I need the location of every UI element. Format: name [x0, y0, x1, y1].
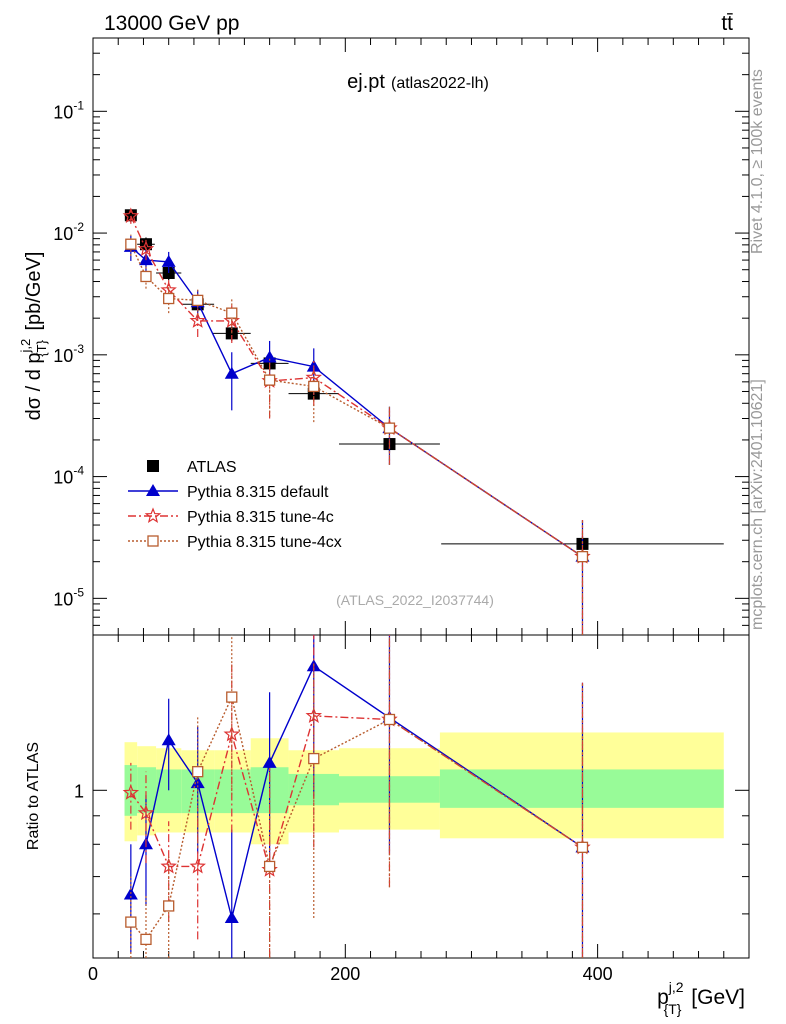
data-point: [308, 752, 320, 765]
ratio-uncertainty-bands: [124, 732, 724, 845]
data-point: [576, 551, 589, 563]
series-pythia-8-315-tune-4cx: [125, 635, 589, 958]
beam-label: 13000 GeV pp: [104, 12, 239, 35]
data-point: [226, 307, 238, 319]
data-point: [383, 422, 396, 434]
y-tick-label: 10-1: [53, 98, 84, 122]
data-point: [226, 691, 238, 703]
data-point: [263, 374, 276, 386]
data-point: [189, 312, 207, 328]
legend-label: Pythia 8.315 tune-4c: [187, 509, 334, 526]
x-tick-label: 0: [88, 964, 98, 984]
tick-base: 10: [53, 102, 73, 122]
legend-label: ATLAS: [187, 459, 237, 476]
rivet-version-label: Rivet 4.1.0, ≥ 100k events: [749, 69, 766, 254]
data-point: [308, 380, 320, 393]
process-label: tt̄: [721, 12, 733, 35]
series-pythia-8-315-tune-4cx: [125, 234, 589, 635]
ratio-y-tick-label: 1: [74, 781, 84, 801]
legend: ATLAS Pythia 8.315 default Pythia 8.315 tu…: [128, 459, 342, 551]
x-tick-label: 400: [583, 964, 613, 984]
data-point: [161, 254, 176, 267]
main-y-axis-label: dσ / d pj,2{T} [pb/GeV]: [18, 252, 49, 421]
ratio-series-group: [122, 635, 591, 958]
data-point: [163, 292, 175, 305]
data-point: [122, 784, 140, 800]
ratio-axis-ticks: 1 0 200 400: [74, 781, 749, 984]
data-point: [383, 713, 396, 726]
tick-exponent: -4: [73, 464, 84, 478]
tick-exponent: -3: [73, 342, 84, 356]
x-axis-label: pj,2 {T} [GeV]: [657, 979, 745, 1017]
data-point: [163, 900, 175, 912]
series-pythia-8-315-tune-4c: [122, 207, 591, 635]
main-axis-ticks: 10-510-410-310-210-1: [53, 37, 750, 958]
data-point: [137, 240, 155, 257]
plot-title-main: ej.pt: [347, 71, 385, 93]
plot-title: ej.pt (atlas2022-lh): [347, 71, 489, 93]
tick-base: 10: [53, 468, 73, 488]
data-point: [146, 484, 160, 496]
x-tick-label: 200: [330, 964, 360, 984]
main-series-group: [122, 207, 724, 635]
data-point: [144, 507, 162, 524]
reference-label: (ATLAS_2022_I2037744): [336, 592, 494, 608]
data-point: [224, 366, 239, 379]
legend-label: Pythia 8.315 tune-4cx: [187, 534, 342, 551]
data-point: [576, 841, 589, 853]
data-point: [122, 207, 140, 224]
y-tick-label: 10-5: [53, 585, 84, 609]
data-point: [262, 350, 277, 363]
data-point: [192, 766, 204, 778]
tick-base: 10: [53, 589, 73, 609]
data-point: [125, 916, 137, 928]
series-atlas: [124, 209, 724, 554]
plot-title-sub: (atlas2022-lh): [391, 75, 489, 92]
ratio-y-axis-label: Ratio to ATLAS: [25, 742, 42, 850]
tick-base: 10: [53, 224, 73, 244]
stat-uncertainty-band: [214, 769, 251, 814]
data-point: [140, 270, 152, 283]
data-point: [262, 755, 277, 768]
stat-uncertainty-band: [439, 769, 724, 808]
tick-exponent: -2: [73, 220, 84, 234]
data-point: [305, 707, 323, 723]
data-point: [137, 804, 155, 821]
data-point: [224, 910, 239, 923]
data-point: [192, 294, 204, 307]
data-point: [189, 857, 206, 874]
data-point: [147, 535, 159, 547]
stat-uncertainty-band: [137, 767, 157, 814]
series-line: [130, 715, 583, 873]
tick-base: 10: [53, 346, 73, 366]
data-point: [147, 460, 159, 472]
data-point: [140, 933, 152, 946]
y-tick-label: 10-2: [53, 220, 84, 244]
data-point: [125, 238, 137, 250]
tick-exponent: -1: [73, 98, 84, 112]
data-point: [161, 733, 176, 746]
data-point: [263, 860, 276, 873]
series-line: [130, 694, 583, 941]
y-tick-label: 10-4: [53, 464, 84, 488]
legend-label: Pythia 8.315 default: [187, 484, 329, 501]
tick-exponent: -5: [73, 585, 84, 599]
series-line: [130, 215, 583, 558]
mcplots-label: mcplots.cern.ch [arXiv:2401.10621]: [749, 379, 766, 630]
y-tick-label: 10-3: [53, 342, 84, 366]
